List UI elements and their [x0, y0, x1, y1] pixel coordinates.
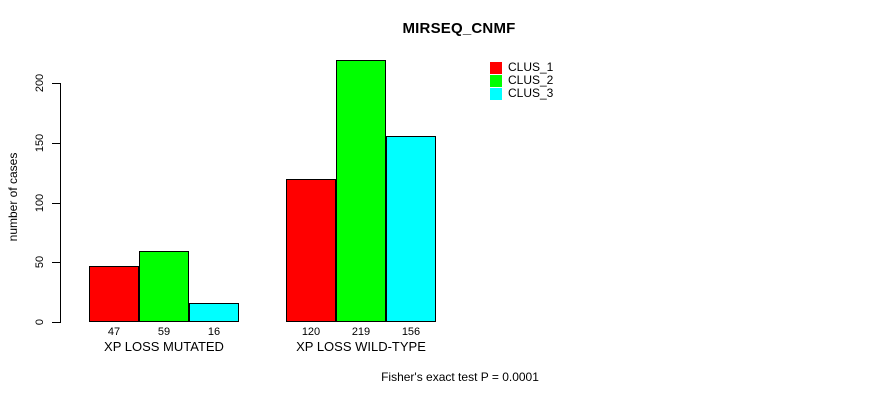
bar-value-label: 16: [207, 326, 221, 338]
legend-label: CLUS_1: [508, 60, 554, 74]
bar-clus-3-xp-loss-mutated: [189, 303, 239, 322]
y-axis-tick: [52, 83, 60, 84]
bar-value-label: 47: [107, 326, 121, 338]
y-axis-tick: [52, 262, 60, 263]
y-axis-tick: [52, 143, 60, 144]
legend-swatch: [490, 61, 502, 74]
y-axis-tick: [52, 203, 60, 204]
legend-label: CLUS_3: [508, 86, 554, 100]
bar-clus-1-xp-loss-wild-type: [286, 179, 336, 322]
legend-swatch: [490, 74, 502, 87]
bar-value-label: 219: [351, 326, 371, 338]
bar-value-label: 59: [157, 326, 171, 338]
y-axis-label-text: number of cases: [6, 152, 20, 242]
annotation-caption: Fisher's exact test P = 0.0001: [381, 370, 539, 384]
y-axis-tick-label-text: 100: [34, 193, 46, 213]
y-axis-tick-label-text: 200: [34, 73, 46, 93]
y-axis-tick-label-text: 0: [34, 318, 46, 326]
bar-value-label: 156: [401, 326, 421, 338]
y-axis-tick-label-text: 50: [34, 255, 46, 269]
bar-clus-2-xp-loss-mutated: [139, 251, 189, 322]
legend-item-clus-1: CLUS_1: [490, 61, 553, 74]
chart-title: MIRSEQ_CNMF: [402, 20, 516, 37]
legend-item-clus-3: CLUS_3: [490, 87, 553, 100]
y-axis-tick: [52, 322, 60, 323]
bar-clus-3-xp-loss-wild-type: [386, 136, 436, 322]
legend-label: CLUS_2: [508, 73, 554, 87]
y-axis-line: [60, 83, 61, 323]
x-axis-group-label: XP LOSS WILD-TYPE: [296, 339, 426, 354]
bar-clus-1-xp-loss-mutated: [89, 266, 139, 322]
bar-value-label: 120: [301, 326, 321, 338]
bar-clus-2-xp-loss-wild-type: [336, 60, 386, 322]
x-axis-group-label: XP LOSS MUTATED: [104, 339, 224, 354]
legend-item-clus-2: CLUS_2: [490, 74, 553, 87]
legend-swatch: [490, 87, 502, 100]
y-axis-tick-label-text: 150: [34, 133, 46, 153]
